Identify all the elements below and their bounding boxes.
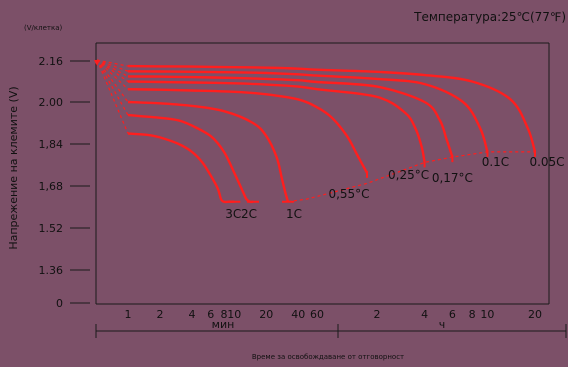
start-connector	[96, 59, 129, 82]
series-label: 3C	[225, 207, 241, 221]
curve-0.05C	[127, 64, 537, 153]
curve-3C	[127, 132, 235, 204]
series-label: 0.05C	[529, 155, 564, 169]
x-tick-label-h: 20	[528, 308, 542, 321]
x-tick-label-min: 20	[259, 308, 273, 321]
start-connector	[96, 59, 129, 67]
curve-0.1C	[127, 70, 489, 153]
curve-0,25°C	[127, 80, 426, 163]
start-connector	[96, 59, 129, 116]
x-group-h-label: ч	[439, 318, 446, 331]
x-group-min-label: мин	[212, 318, 235, 331]
curve-1C	[127, 100, 290, 203]
end-connector	[287, 151, 535, 203]
y-tick-label: 1.36	[39, 264, 64, 277]
x-tick-label-min: 4	[188, 308, 195, 321]
x-tick-label-min: 60	[310, 308, 324, 321]
start-connector	[96, 59, 129, 103]
initial-voltage-marker	[94, 60, 100, 66]
series-label: 0.1C	[482, 155, 509, 169]
y-unit-label: (V/клетка)	[24, 24, 62, 32]
start-connector	[96, 59, 129, 90]
chart-title: Температура:25℃(77℉)	[413, 10, 566, 24]
y-tick-label: 1.52	[39, 222, 64, 235]
y-tick-label: 2.00	[39, 96, 64, 109]
axis-ticks: 01.361.521,681,842.002.161 2 4 6 8 10 20 40 60 2 4…	[39, 55, 567, 338]
x-tick-label-min: 8	[220, 308, 227, 321]
x-tick-label-min: 40	[291, 308, 305, 321]
series-label: 2C	[241, 207, 257, 221]
x-tick-label-h: 8	[469, 308, 476, 321]
y-tick-label: 1,68	[39, 180, 64, 193]
y-tick-label: 2.16	[39, 55, 64, 68]
series-label: 0,25°C	[388, 168, 429, 182]
y-tick-label: 1,84	[39, 138, 64, 151]
x-tick-label-min: 2	[156, 308, 163, 321]
x-tick-label-h: 4	[421, 308, 428, 321]
x-tick-label-min: 10	[227, 308, 241, 321]
x-tick-label-h: 2	[374, 308, 381, 321]
series-label: 1C	[286, 207, 302, 221]
series-label: 0,55°C	[328, 187, 369, 201]
y-tick-label: 0	[56, 297, 63, 310]
start-connector	[96, 59, 129, 134]
axes	[95, 42, 550, 305]
x-tick-label-h: 6	[449, 308, 456, 321]
x-axis-title: Време за освобождаване от отговорност	[252, 353, 404, 361]
curve-labels: 3C 2C 1C 0,55°C 0,25°C 0,17°C 0.1C 0.05C	[225, 155, 564, 221]
x-tick-label-h: 10	[480, 308, 494, 321]
series-label: 0,17°C	[432, 171, 473, 185]
y-axis-title: Напрежение на клемите (V)	[7, 86, 20, 249]
x-tick-label-min: 6	[207, 308, 214, 321]
curve-0,17°C	[127, 75, 454, 158]
curve-2C	[127, 113, 254, 204]
discharge-curves	[94, 59, 537, 204]
curve-0,55°C	[127, 88, 369, 174]
x-tick-label-min: 1	[125, 308, 132, 321]
